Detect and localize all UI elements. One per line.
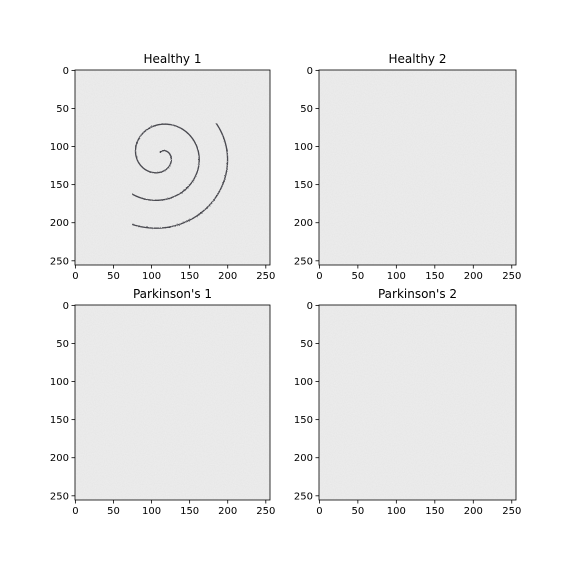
x-tick-label: 250 [256,506,275,517]
y-tick-label: 100 [294,377,313,388]
y-tick-label: 0 [63,301,69,312]
y-tick-label: 50 [300,339,313,350]
y-tick-label: 200 [50,453,69,464]
x-tick-label: 100 [142,506,161,517]
y-tick-label: 200 [294,453,313,464]
panel-title: Parkinson's 1 [133,287,212,301]
x-tick-label: 50 [107,271,120,282]
x-tick-label: 100 [387,506,406,517]
x-tick-label: 100 [142,271,161,282]
y-tick-label: 250 [294,256,313,267]
drawing-image [75,70,270,265]
axes-frame [318,304,517,501]
y-tick-label: 250 [294,491,313,502]
x-tick-label: 200 [218,271,237,282]
panel-c: Parkinson's 10 50 100 150 200 250050100150200… [50,287,275,517]
x-tick-label: 50 [351,271,364,282]
axes-frame [74,304,271,501]
x-tick-label: 150 [425,506,444,517]
y-tick-label: 250 [50,256,69,267]
x-tick-label: 100 [387,271,406,282]
axes-frame [318,69,517,266]
x-tick-label: 150 [180,271,199,282]
x-tick-label: 200 [218,506,237,517]
panel-d: Parkinson's 20 50 100 150 200 250050100150200… [294,287,521,517]
y-tick-label: 150 [294,415,313,426]
y-tick-label: 150 [50,180,69,191]
panel-title: Healthy 2 [389,52,447,66]
x-tick-label: 200 [464,506,483,517]
y-tick-label: 200 [50,218,69,229]
y-tick-label: 100 [50,142,69,153]
y-tick-label: 150 [294,180,313,191]
y-tick-label: 0 [307,66,313,77]
x-tick-label: 150 [425,271,444,282]
panel-title: Parkinson's 2 [378,287,457,301]
y-tick-label: 50 [56,339,69,350]
drawing-image [75,305,270,500]
x-tick-label: 250 [502,271,521,282]
drawing-image [319,70,516,265]
drawing-image [319,305,516,500]
x-tick-label: 250 [502,506,521,517]
y-tick-label: 0 [63,66,69,77]
spiral-stroke [132,123,229,229]
x-tick-label: 50 [107,506,120,517]
x-tick-label: 250 [256,271,275,282]
y-tick-label: 100 [50,377,69,388]
x-tick-label: 0 [72,271,78,282]
x-tick-label: 50 [351,506,364,517]
y-tick-label: 200 [294,218,313,229]
y-tick-label: 250 [50,491,69,502]
y-tick-label: 150 [50,415,69,426]
x-tick-label: 150 [180,506,199,517]
panel-title: Healthy 1 [144,52,202,66]
x-tick-label: 200 [464,271,483,282]
y-tick-label: 50 [300,104,313,115]
x-tick-label: 0 [316,506,322,517]
y-tick-label: 50 [56,104,69,115]
x-tick-label: 0 [72,506,78,517]
x-tick-label: 0 [316,271,322,282]
y-tick-label: 100 [294,142,313,153]
y-tick-label: 0 [307,301,313,312]
axes-frame [74,69,271,266]
